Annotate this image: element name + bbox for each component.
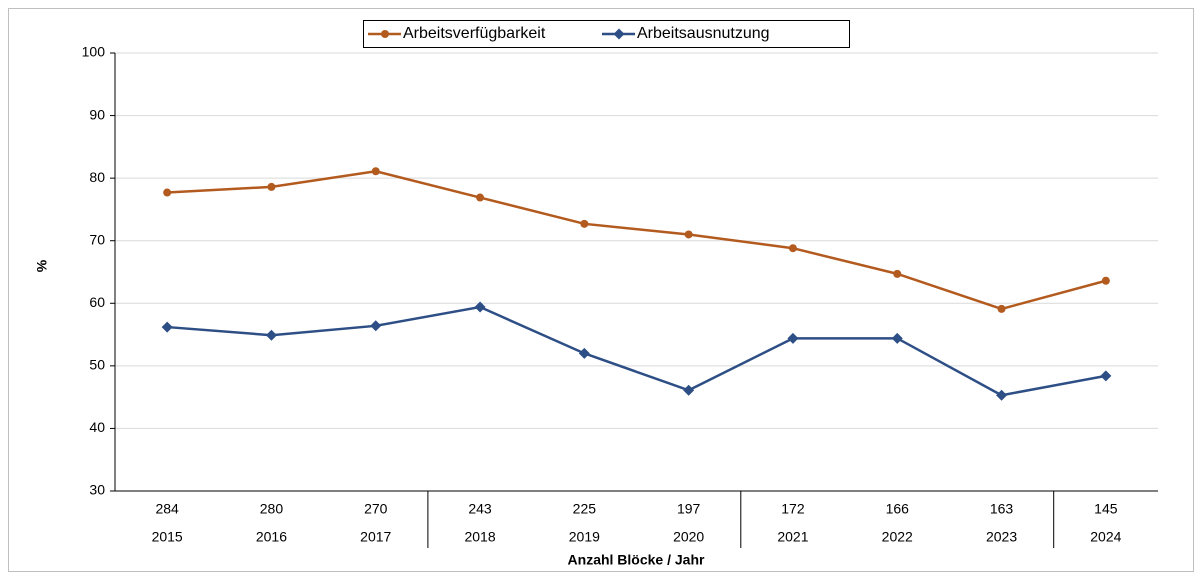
marker <box>684 230 693 239</box>
marker <box>893 269 902 278</box>
x-axis-title: Anzahl Blöcke / Jahr <box>568 552 705 568</box>
x-tick-label: 2019 <box>569 529 600 545</box>
line <box>167 169 1107 311</box>
x-tick-count: 280 <box>260 501 284 517</box>
marker <box>787 332 799 344</box>
chart-border <box>8 8 1194 572</box>
marker <box>997 304 1006 313</box>
y-tick-label: 80 <box>89 169 105 185</box>
x-tick-label: 2016 <box>256 529 287 545</box>
marker <box>265 329 277 341</box>
marker <box>788 244 797 253</box>
x-tick-label: 2022 <box>882 529 913 545</box>
x-tick-label: 2020 <box>673 529 704 545</box>
x-tick-label: 2018 <box>464 529 495 545</box>
marker <box>267 182 276 191</box>
y-tick-label: 40 <box>89 419 105 435</box>
marker <box>683 384 695 396</box>
marker <box>163 188 172 197</box>
marker <box>580 219 589 228</box>
x-tick-count: 284 <box>155 501 179 517</box>
marker <box>474 301 486 313</box>
marker <box>578 347 590 359</box>
marker <box>1101 276 1110 285</box>
x-tick-count: 270 <box>364 501 388 517</box>
marker <box>371 167 380 176</box>
x-tick-label: 2024 <box>1090 529 1121 545</box>
x-tick-count: 166 <box>886 501 910 517</box>
x-tick-label: 2017 <box>360 529 391 545</box>
x-tick-count: 163 <box>990 501 1014 517</box>
marker <box>996 389 1008 401</box>
x-tick-label: 2015 <box>152 529 183 545</box>
marker <box>370 320 382 332</box>
legend-label: Arbeitsausnutzung <box>637 25 770 42</box>
marker <box>891 332 903 344</box>
y-tick-label: 70 <box>89 231 105 247</box>
marker <box>161 321 173 333</box>
marker <box>381 30 389 38</box>
marker <box>613 28 625 40</box>
x-tick-count: 197 <box>677 501 701 517</box>
y-tick-label: 60 <box>89 294 105 310</box>
line <box>167 305 1107 397</box>
marker <box>476 193 485 202</box>
x-tick-label: 2023 <box>986 529 1017 545</box>
y-tick-label: 100 <box>82 44 106 60</box>
marker <box>1100 370 1112 382</box>
y-tick-label: 90 <box>89 106 105 122</box>
x-tick-count: 145 <box>1094 501 1118 517</box>
legend-label: Arbeitsverfügbarkeit <box>403 25 546 42</box>
x-tick-count: 172 <box>781 501 805 517</box>
y-tick-label: 30 <box>89 482 105 498</box>
x-tick-label: 2021 <box>777 529 808 545</box>
x-tick-count: 243 <box>468 501 492 517</box>
y-tick-label: 50 <box>89 357 105 373</box>
y-axis-title: % <box>34 259 50 272</box>
x-tick-count: 225 <box>573 501 597 517</box>
